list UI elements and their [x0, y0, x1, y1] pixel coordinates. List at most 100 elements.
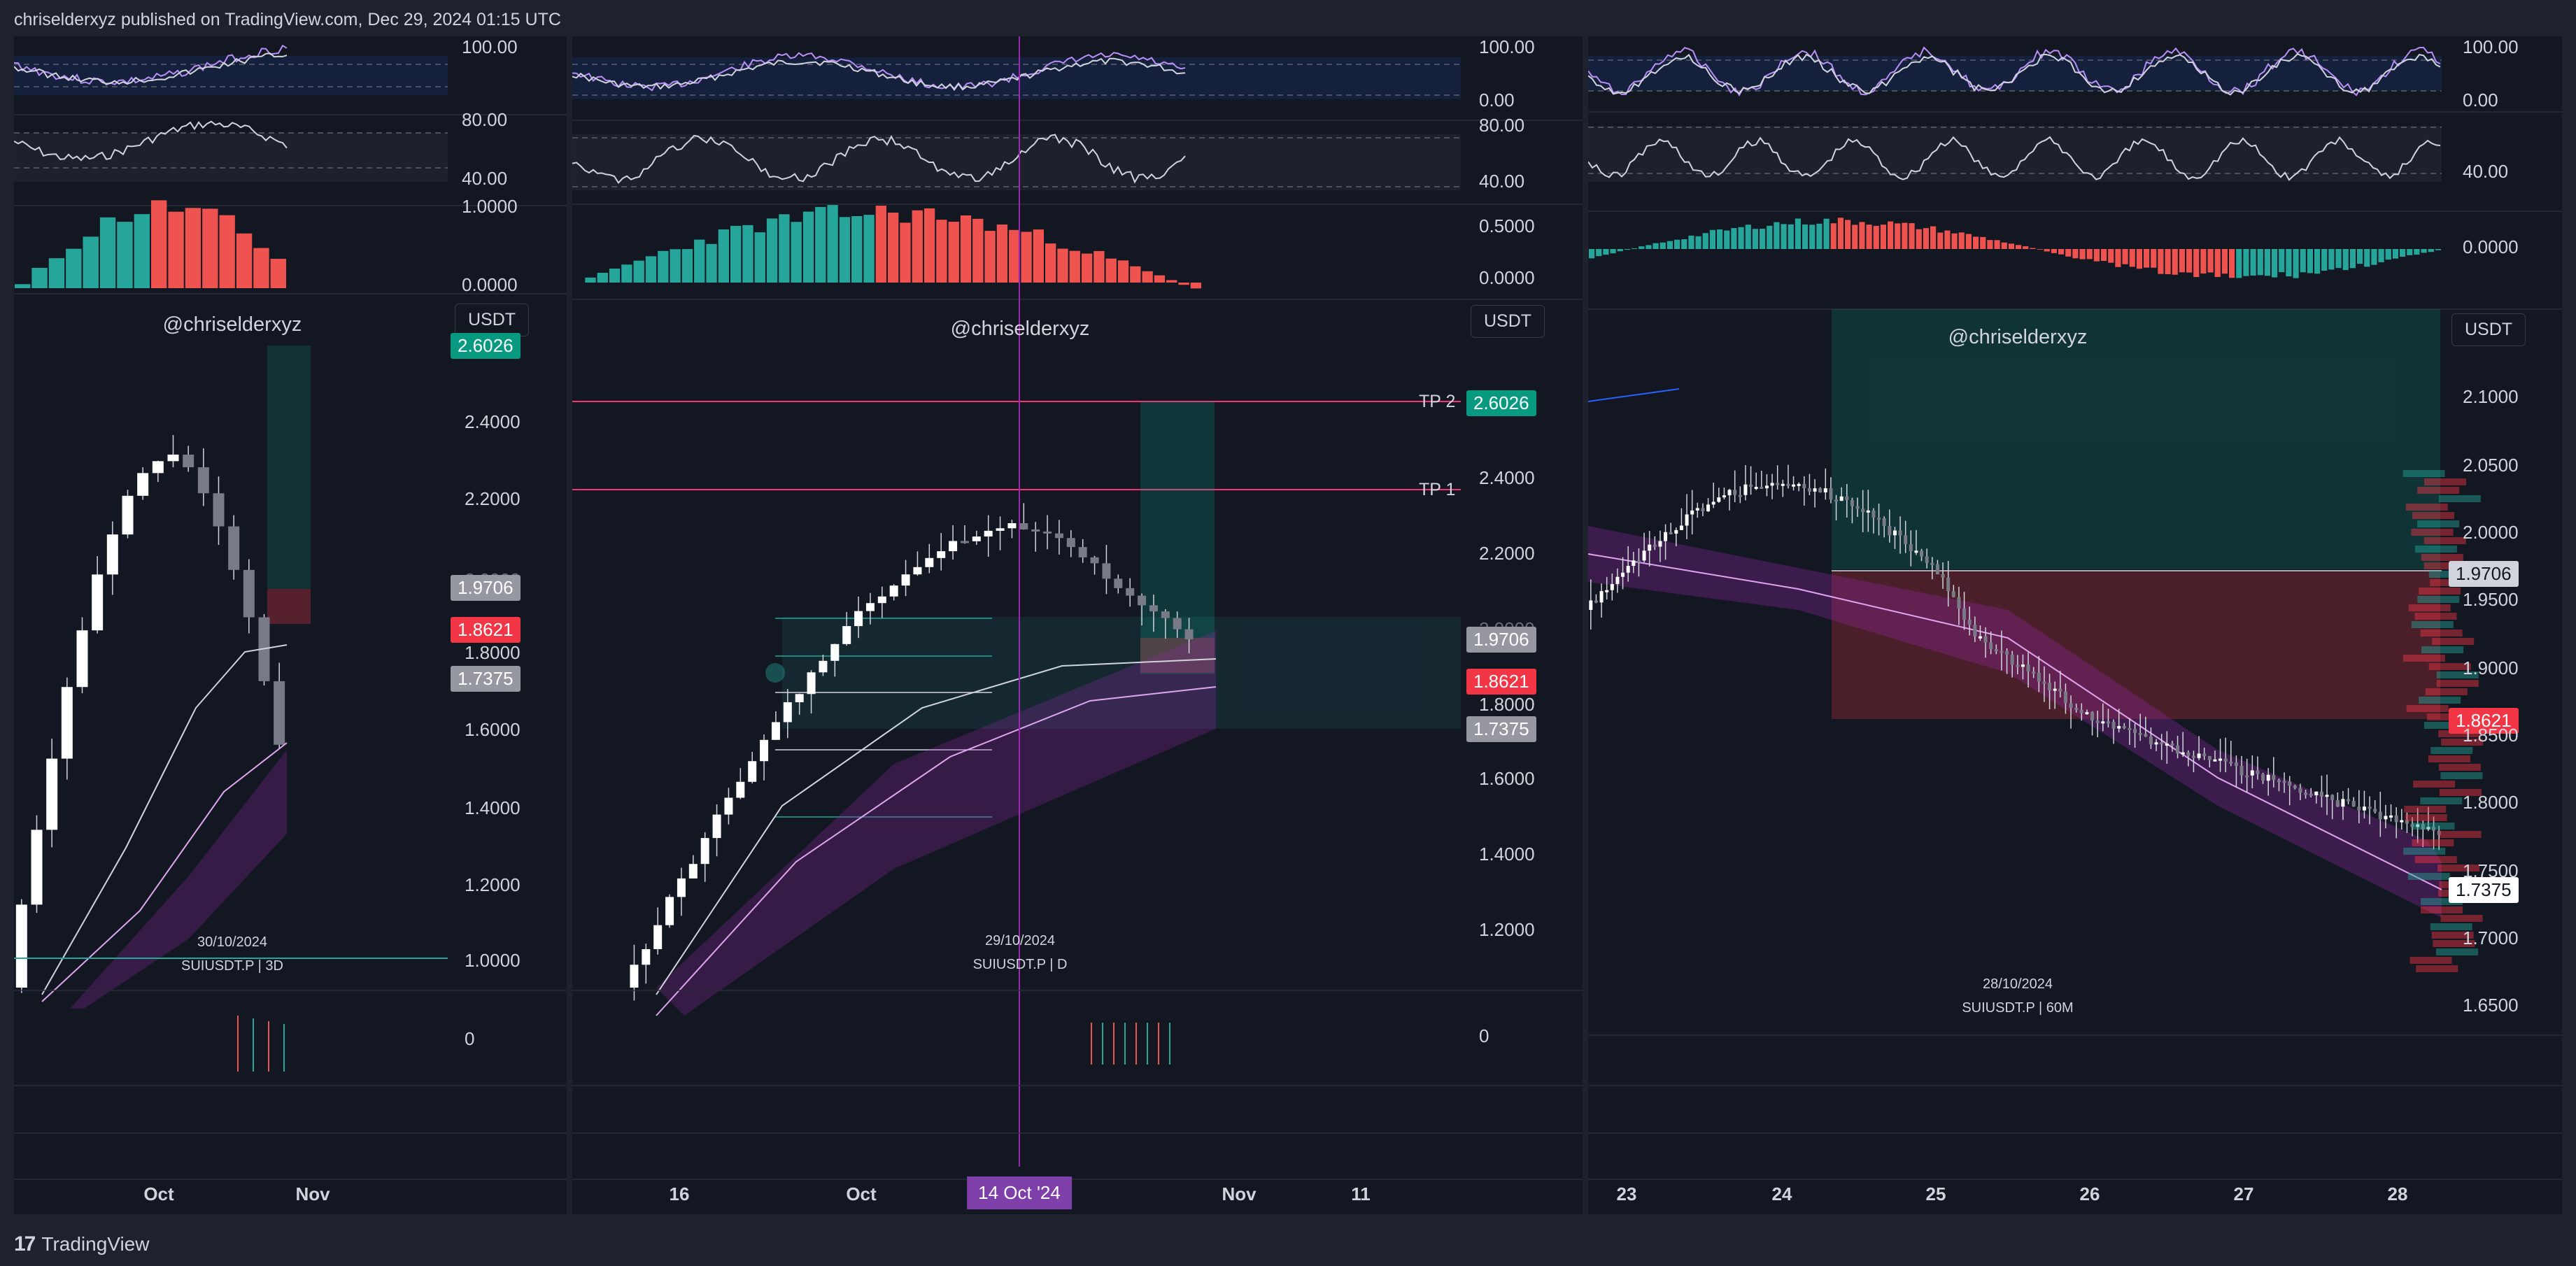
candle — [842, 626, 851, 644]
price-label: 2.2000 — [465, 488, 521, 510]
macd-bar — [1874, 226, 1879, 249]
price-tag: 2.6026 — [1466, 390, 1536, 416]
candle — [2256, 770, 2259, 774]
macd-bar — [2108, 249, 2114, 263]
macd-bar — [1106, 259, 1117, 283]
chart-canvas-1d[interactable] — [572, 36, 1583, 1214]
candle — [1861, 508, 1864, 512]
candle — [1813, 488, 1817, 492]
candle — [2090, 712, 2094, 720]
chart-canvas-60m[interactable] — [1588, 36, 2562, 1214]
candle — [2314, 792, 2318, 795]
price-label: 1.8000 — [2463, 792, 2519, 813]
price-tag: 1.7375 — [1466, 716, 1536, 742]
candle — [2309, 794, 2313, 796]
candle — [2176, 746, 2179, 754]
macd-bar — [2080, 249, 2086, 259]
candle — [1091, 557, 1099, 563]
macd-bar — [253, 248, 269, 288]
candle — [760, 740, 768, 761]
macd-bar — [1118, 260, 1128, 283]
macd-bar — [2165, 249, 2171, 274]
candle — [1936, 564, 1939, 574]
macd-bar — [1902, 223, 1907, 249]
macd-bar — [2101, 249, 2107, 261]
candle — [1690, 511, 1694, 515]
macd-bar — [1838, 218, 1843, 249]
candle — [198, 467, 209, 493]
macd-bar — [2357, 249, 2363, 264]
volume-profile-bar — [2415, 613, 2457, 620]
volume-profile-bar — [2417, 520, 2459, 527]
rsi-label: 0.00 — [1479, 90, 1515, 111]
currency-button[interactable]: USDT — [455, 304, 529, 336]
candle — [1909, 544, 1913, 551]
candle — [31, 830, 43, 904]
volume-profile-bar — [2424, 537, 2466, 544]
macd-bar — [1802, 225, 1808, 249]
price-tag: 1.9706 — [451, 575, 521, 601]
candle — [949, 541, 957, 551]
macd-bar — [924, 208, 935, 283]
chart-panel-60m[interactable]: 100.00 0.00 40.00 0.0000 USDT @chriselde… — [1588, 36, 2562, 1214]
macd-bar — [1995, 240, 2000, 249]
chart-panel-3d[interactable]: 100.00 80.00 40.00 1.0000 0.0000 USDT @c… — [14, 36, 567, 1214]
macd-bar — [2243, 249, 2249, 276]
chart-panel-1d[interactable]: 100.00 0.00 80.00 40.00 0.5000 0.0000 US… — [572, 36, 1583, 1214]
macd-bar — [2393, 249, 2398, 259]
macd-bar — [2094, 249, 2100, 262]
volume-profile-bar — [2415, 856, 2457, 863]
macd-bar — [1788, 225, 1794, 249]
volume-profile-bar — [2421, 554, 2463, 561]
macd-bar — [2251, 249, 2256, 276]
macd-bar — [972, 219, 983, 283]
macd-bar — [634, 261, 644, 283]
currency-button[interactable]: USDT — [2451, 313, 2526, 346]
macd-bar — [1045, 243, 1056, 283]
macd-bar — [2023, 246, 2028, 249]
candle — [1173, 618, 1182, 630]
candle — [2288, 781, 2291, 785]
candle — [1605, 590, 1608, 592]
volume-profile-bar — [2440, 772, 2482, 779]
candle — [2101, 721, 2104, 723]
macd-bar — [1888, 222, 1893, 249]
macd-bar — [2321, 249, 2327, 271]
candle — [2330, 795, 2334, 799]
candle — [1594, 600, 1598, 602]
macd-bar — [791, 222, 802, 283]
footer-brand: TradingView — [41, 1233, 149, 1256]
macd-bar — [658, 251, 668, 283]
candle — [701, 838, 709, 864]
currency-button[interactable]: USDT — [1471, 305, 1545, 338]
volume-profile-bar — [2426, 688, 2468, 695]
crosshair-date: 14 Oct '24 — [967, 1176, 1072, 1209]
candle — [724, 798, 733, 815]
candle — [1102, 563, 1110, 578]
candle — [1717, 497, 1720, 502]
macd-bar — [682, 249, 693, 283]
candle — [1818, 488, 1822, 492]
candle — [2368, 806, 2372, 809]
macd-bar — [706, 244, 716, 283]
tp-label: TP 1 — [1419, 480, 1455, 500]
volume-profile-bar — [2439, 764, 2481, 771]
macd-bar — [2172, 249, 2178, 275]
macd-bar — [1944, 231, 1950, 249]
candle — [2165, 744, 2169, 746]
price-label: 1.4000 — [465, 797, 521, 819]
candle — [2160, 742, 2163, 744]
macd-label: 0.5000 — [1479, 215, 1535, 237]
candle — [2117, 726, 2121, 729]
candle — [2208, 756, 2211, 760]
volume-profile-bar — [2412, 512, 2454, 519]
candle — [274, 681, 285, 745]
candle — [854, 611, 863, 626]
macd-bar — [1130, 266, 1140, 283]
macd-bar — [1831, 223, 1837, 249]
volume-profile-bar — [2410, 957, 2452, 964]
candle — [2133, 729, 2137, 733]
candle — [1043, 532, 1052, 534]
candle — [2202, 753, 2206, 756]
candle — [2326, 795, 2329, 797]
